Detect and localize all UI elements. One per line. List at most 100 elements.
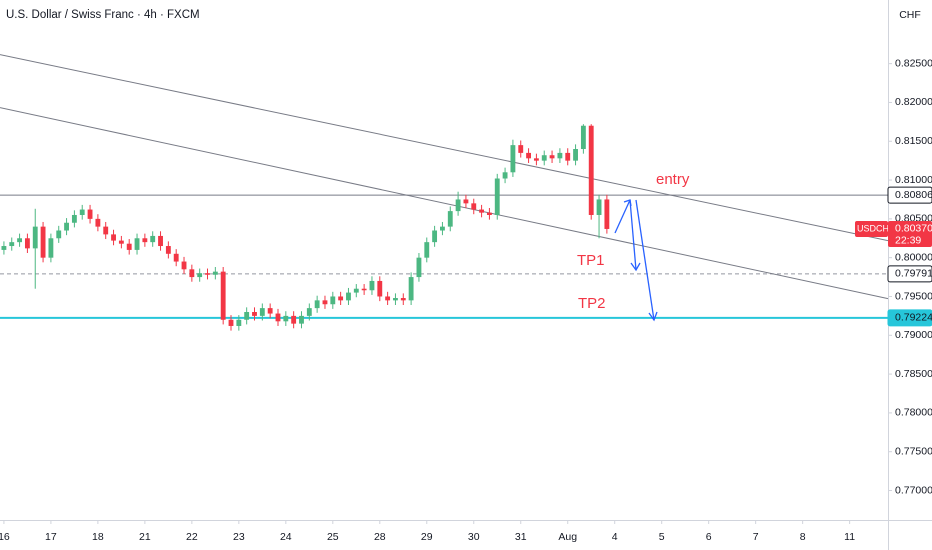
candle-body (486, 212, 492, 215)
candle-body (526, 152, 531, 159)
candle-body (393, 298, 398, 301)
candle-body (596, 199, 602, 215)
candle-body (118, 240, 124, 244)
x-tick-label: 31 (515, 531, 527, 543)
last-price-label: 0.80370 (895, 223, 932, 235)
candle-body (502, 172, 508, 179)
candle-body (9, 242, 15, 247)
candle-body (181, 261, 187, 270)
candle-body (455, 199, 461, 212)
x-tick-label: 30 (468, 531, 480, 543)
price-box-label: 0.79224 (895, 312, 932, 324)
y-tick-label: 0.81000 (895, 174, 932, 186)
candle-body (126, 243, 132, 250)
x-tick-label: 7 (753, 531, 759, 543)
arrow-line (635, 199, 655, 321)
candle-body (557, 152, 563, 159)
candle-body (494, 178, 500, 215)
candle-body (205, 273, 210, 275)
candle-body (518, 145, 524, 153)
price-box (887, 265, 932, 283)
trend-line (0, 54, 889, 242)
candle-body (197, 273, 203, 278)
candle-body (165, 246, 171, 254)
candle-body (471, 203, 477, 210)
currency-label: CHF (899, 9, 921, 21)
price-box (887, 309, 932, 327)
candle-body (408, 277, 414, 301)
annotation: TP2 (578, 295, 606, 312)
candle-body (565, 152, 571, 161)
x-tick-label: 29 (421, 531, 433, 543)
symbol-label: USDCHF (857, 223, 895, 233)
y-tick-label: 0.82000 (895, 96, 932, 108)
x-tick-label: 25 (327, 531, 339, 543)
arrow-line (614, 199, 631, 234)
x-tick-label: 4 (612, 531, 618, 543)
candle-body (103, 226, 109, 235)
candle-body (236, 319, 242, 326)
candle-body (212, 271, 218, 275)
candle-body (346, 292, 351, 301)
candle-body (447, 211, 453, 227)
y-tick-label: 0.77500 (895, 445, 932, 457)
y-tick-label: 0.77000 (895, 484, 932, 496)
x-tick-label: 24 (280, 531, 292, 543)
candle-body (416, 257, 422, 278)
x-tick-label: 23 (233, 531, 245, 543)
candle-body (463, 199, 469, 204)
x-tick-label: 17 (45, 531, 57, 543)
candle-body (71, 214, 77, 223)
symbol-box (855, 220, 888, 237)
candle-body (533, 158, 539, 161)
candle-body (275, 313, 281, 322)
x-tick-label: 6 (706, 531, 712, 543)
x-tick-label: 18 (92, 531, 104, 543)
y-tick-label: 0.79500 (895, 290, 932, 302)
candle-body (424, 242, 430, 258)
candle-body (283, 315, 289, 322)
candle-body (64, 222, 69, 231)
candle-body (479, 209, 485, 213)
countdown-label: 22:39 (895, 235, 921, 247)
candle-body (338, 296, 344, 301)
candle-body (322, 300, 328, 305)
candle-body (158, 235, 163, 247)
candle-body (95, 218, 101, 227)
y-tick-label: 0.78000 (895, 407, 932, 419)
annotation: entry (656, 171, 690, 188)
candle-body (267, 308, 273, 314)
arrow-head (630, 262, 641, 272)
price-box (887, 186, 932, 204)
candle-body (306, 308, 312, 316)
arrow-head (648, 311, 658, 322)
annotation: TP1 (577, 252, 605, 269)
price-box-label: 0.79791 (895, 268, 932, 280)
x-tick-label: 22 (186, 531, 198, 543)
candle-body (134, 238, 140, 250)
candle-body (604, 199, 610, 229)
x-tick-label: 8 (800, 531, 806, 543)
candle-body (361, 288, 367, 291)
candle-body (189, 269, 195, 278)
candle-body (17, 238, 23, 243)
candle-body (510, 145, 516, 173)
candle-body (291, 315, 297, 324)
trend-line (0, 107, 889, 300)
price-box-label: 0.80806 (895, 189, 932, 201)
y-tick-label: 0.82500 (895, 57, 932, 69)
candle-body (259, 308, 265, 316)
candle-body (440, 226, 445, 231)
candle-body (244, 312, 250, 320)
x-tick-label: 11 (844, 531, 855, 543)
candle-body (142, 238, 148, 243)
x-tick-label: 28 (374, 531, 386, 543)
arrows (614, 199, 658, 322)
candle-body (400, 298, 406, 301)
candle-body (32, 226, 38, 249)
y-tick-label: 0.78500 (895, 368, 932, 380)
candle-body (573, 149, 578, 161)
